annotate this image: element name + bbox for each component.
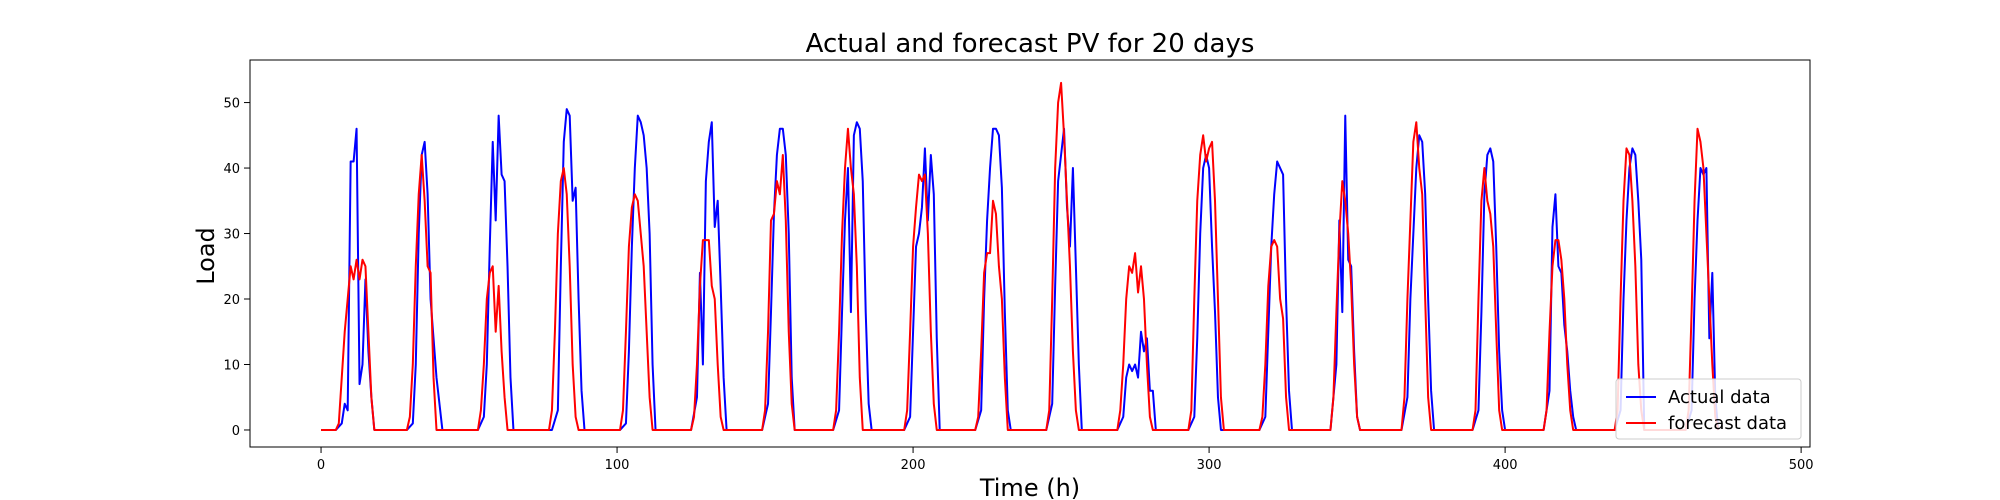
x-tick-label: 300: [1197, 458, 1222, 473]
x-axis-label: Time (h): [979, 474, 1080, 500]
y-tick-label: 40: [223, 162, 240, 177]
legend-label: Actual data: [1668, 387, 1771, 408]
x-axis: 0 100 200 300 400 500: [317, 447, 1814, 473]
series-layer: [321, 81, 1720, 431]
y-axis-label: Load: [192, 227, 220, 285]
y-tick-label: 30: [223, 228, 240, 243]
series-line-actual: [321, 108, 1720, 431]
x-tick-label: 500: [1789, 458, 1814, 473]
y-axis: 0 10 20 30 40 50: [223, 97, 250, 439]
legend-label: forecast data: [1668, 413, 1787, 434]
x-tick-label: 100: [605, 458, 630, 473]
x-tick-label: 0: [317, 458, 325, 473]
series-line-forecast: [321, 81, 1720, 431]
chart-title: Actual and forecast PV for 20 days: [806, 29, 1255, 59]
y-tick-label: 10: [223, 358, 240, 373]
x-tick-label: 400: [1493, 458, 1518, 473]
legend: Actual data forecast data: [1615, 378, 1802, 440]
plot-area-frame: [249, 59, 1811, 448]
y-tick-label: 50: [223, 97, 240, 112]
legend-box: [1615, 378, 1802, 440]
y-tick-label: 0: [232, 424, 240, 439]
x-tick-label: 200: [901, 458, 926, 473]
y-tick-label: 20: [223, 293, 240, 308]
